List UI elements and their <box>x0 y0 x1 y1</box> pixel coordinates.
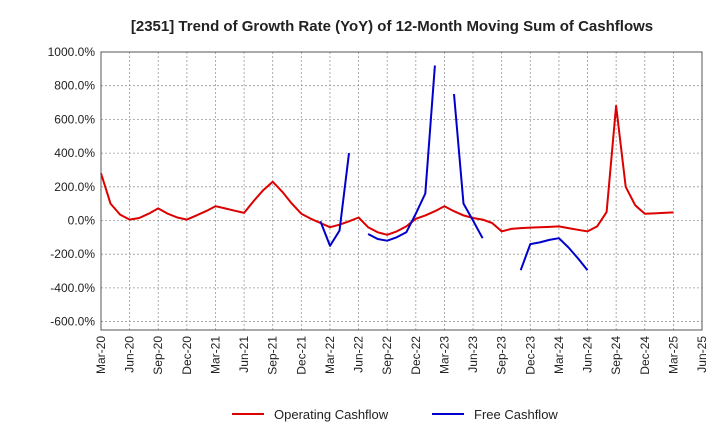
y-tick-label: 800.0% <box>54 79 95 93</box>
legend-label: Operating Cashflow <box>274 407 389 422</box>
x-tick-label: Dec-21 <box>294 336 308 375</box>
y-tick-label: 0.0% <box>68 213 96 227</box>
x-tick-label: Dec-22 <box>409 336 423 375</box>
x-tick-label: Mar-23 <box>437 336 451 374</box>
y-tick-label: -600.0% <box>50 315 95 329</box>
x-tick-label: Mar-20 <box>94 336 108 374</box>
x-tick-label: Sep-22 <box>380 336 394 375</box>
plot-frame <box>100 51 703 331</box>
x-tick-label: Sep-20 <box>151 336 165 375</box>
x-tick-label: Jun-25 <box>695 336 709 373</box>
free-cashflow-line-segment <box>453 94 484 239</box>
x-tick-label: Dec-23 <box>523 336 537 375</box>
y-tick-label: 200.0% <box>54 180 95 194</box>
y-axis: 1000.0% 800.0% 600.0% 400.0% 200.0% 0.0% -200.… <box>48 45 96 329</box>
x-tick-label: Mar-24 <box>552 336 566 374</box>
grid-layer <box>100 51 703 330</box>
free-cashflow-line-segment <box>519 237 589 271</box>
x-tick-label: Jun-21 <box>237 336 251 373</box>
series-layer <box>100 65 674 271</box>
y-tick-label: -200.0% <box>50 247 95 261</box>
x-axis: Mar-20 Jun-20 Sep-20 Dec-20 Mar-21 Jun-21 Sep-… <box>94 336 709 375</box>
x-tick-label: Sep-23 <box>495 336 509 375</box>
legend-label: Free Cashflow <box>474 407 558 422</box>
x-tick-label: Jun-22 <box>352 336 366 373</box>
free-cashflow-line-segment <box>319 152 350 247</box>
operating-cashflow-line <box>100 104 674 236</box>
chart-title: [2351] Trend of Growth Rate (YoY) of 12-… <box>131 18 653 35</box>
x-tick-label: Mar-25 <box>666 336 680 374</box>
x-tick-label: Jun-23 <box>466 336 480 373</box>
x-tick-label: Jun-20 <box>123 336 137 373</box>
y-tick-label: 1000.0% <box>48 45 96 59</box>
legend: Operating Cashflow Free Cashflow <box>232 407 558 422</box>
x-tick-label: Sep-21 <box>266 336 280 375</box>
y-tick-label: 600.0% <box>54 112 95 126</box>
y-tick-label: -400.0% <box>50 281 95 295</box>
x-tick-label: Sep-24 <box>609 336 623 375</box>
free-cashflow-line-segment <box>367 65 436 242</box>
x-tick-label: Jun-24 <box>581 336 595 373</box>
y-tick-label: 400.0% <box>54 146 95 160</box>
x-tick-label: Mar-21 <box>208 336 222 374</box>
x-tick-label: Dec-20 <box>180 336 194 375</box>
x-tick-label: Mar-22 <box>323 336 337 374</box>
x-tick-label: Dec-24 <box>638 336 652 375</box>
